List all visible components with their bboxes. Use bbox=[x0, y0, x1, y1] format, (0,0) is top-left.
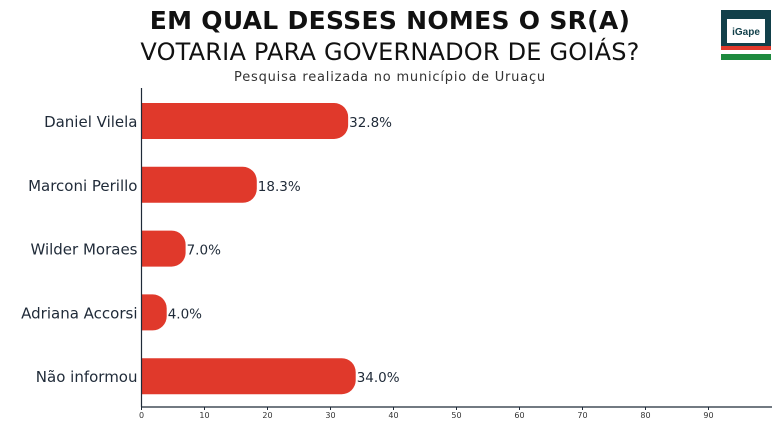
bar bbox=[123, 358, 356, 395]
data-label: 32.8% bbox=[349, 115, 392, 131]
logo-band-white bbox=[721, 50, 771, 54]
x-tick-label: 90 bbox=[703, 411, 713, 420]
data-label: 18.3% bbox=[258, 179, 301, 195]
x-tick-label: 60 bbox=[514, 411, 524, 420]
x-tick-label: 30 bbox=[325, 411, 335, 420]
category-label: Daniel Vilela bbox=[44, 113, 137, 131]
x-tick-label: 80 bbox=[640, 411, 650, 420]
x-tick-label: 40 bbox=[388, 411, 398, 420]
data-label: 4.0% bbox=[168, 306, 202, 322]
logo-band-green bbox=[721, 54, 771, 60]
category-label: Não informou bbox=[36, 368, 138, 386]
x-tick-label: 20 bbox=[262, 411, 272, 420]
data-label: 34.0% bbox=[357, 370, 400, 386]
bar bbox=[123, 166, 257, 203]
logo-text: iGape bbox=[732, 27, 760, 38]
chart-title-line-2: VOTARIA PARA GOVERNADOR DE GOIÁS? bbox=[140, 38, 640, 66]
x-tick-label: 50 bbox=[451, 411, 461, 420]
x-tick-label: 10 bbox=[199, 411, 209, 420]
bar bbox=[123, 103, 349, 139]
category-label: Adriana Accorsi bbox=[21, 304, 137, 322]
chart-title-line-1: EM QUAL DESSES NOMES O SR(A) bbox=[149, 6, 631, 35]
category-label: Marconi Perillo bbox=[28, 177, 137, 195]
x-tick-label: 0 bbox=[139, 411, 144, 420]
category-label: Wilder Moraes bbox=[30, 241, 137, 259]
x-tick-label: 70 bbox=[577, 411, 587, 420]
logo-panel bbox=[727, 19, 765, 43]
igape-logo-icon: iGape bbox=[721, 10, 771, 60]
chart-subtitle: Pesquisa realizada no município de Uruaç… bbox=[234, 70, 546, 85]
bar-base-mask bbox=[122, 95, 142, 400]
data-label: 7.0% bbox=[187, 243, 221, 259]
